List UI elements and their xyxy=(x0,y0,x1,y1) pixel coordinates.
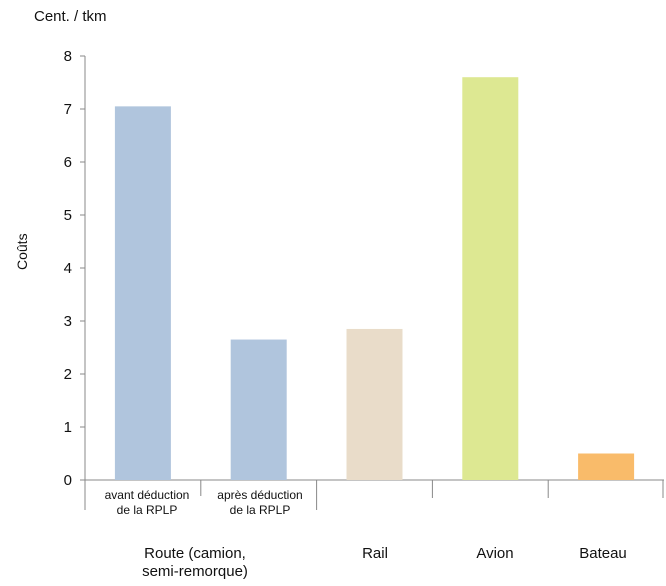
y-tick-label: 3 xyxy=(64,313,72,330)
y-tick-label: 2 xyxy=(64,366,72,383)
category-label-rail: Rail xyxy=(362,545,388,562)
y-tick-label: 4 xyxy=(64,260,72,277)
y-tick-label: 6 xyxy=(64,154,72,171)
y-tick-label: 1 xyxy=(64,419,72,436)
category-label-route: Route (camion, semi-remorque) xyxy=(142,545,248,580)
bar-5 xyxy=(578,453,635,480)
y-tick-label: 0 xyxy=(64,472,72,489)
y-tick-label: 7 xyxy=(64,101,72,118)
unit-label: Cent. / tkm xyxy=(34,8,107,25)
category-label-bateau: Bateau xyxy=(579,545,627,562)
category-label-avion: Avion xyxy=(476,545,514,562)
bar-1 xyxy=(114,106,171,480)
y-tick-label: 5 xyxy=(64,207,72,224)
y-tick-label: 8 xyxy=(64,48,72,65)
bar-2 xyxy=(230,339,287,480)
bar-3 xyxy=(346,328,403,480)
bar-4 xyxy=(462,77,519,480)
sub-label-before: avant déduction de la RPLP xyxy=(104,488,190,517)
sub-label-after: après déduction de la RPLP xyxy=(217,488,303,517)
